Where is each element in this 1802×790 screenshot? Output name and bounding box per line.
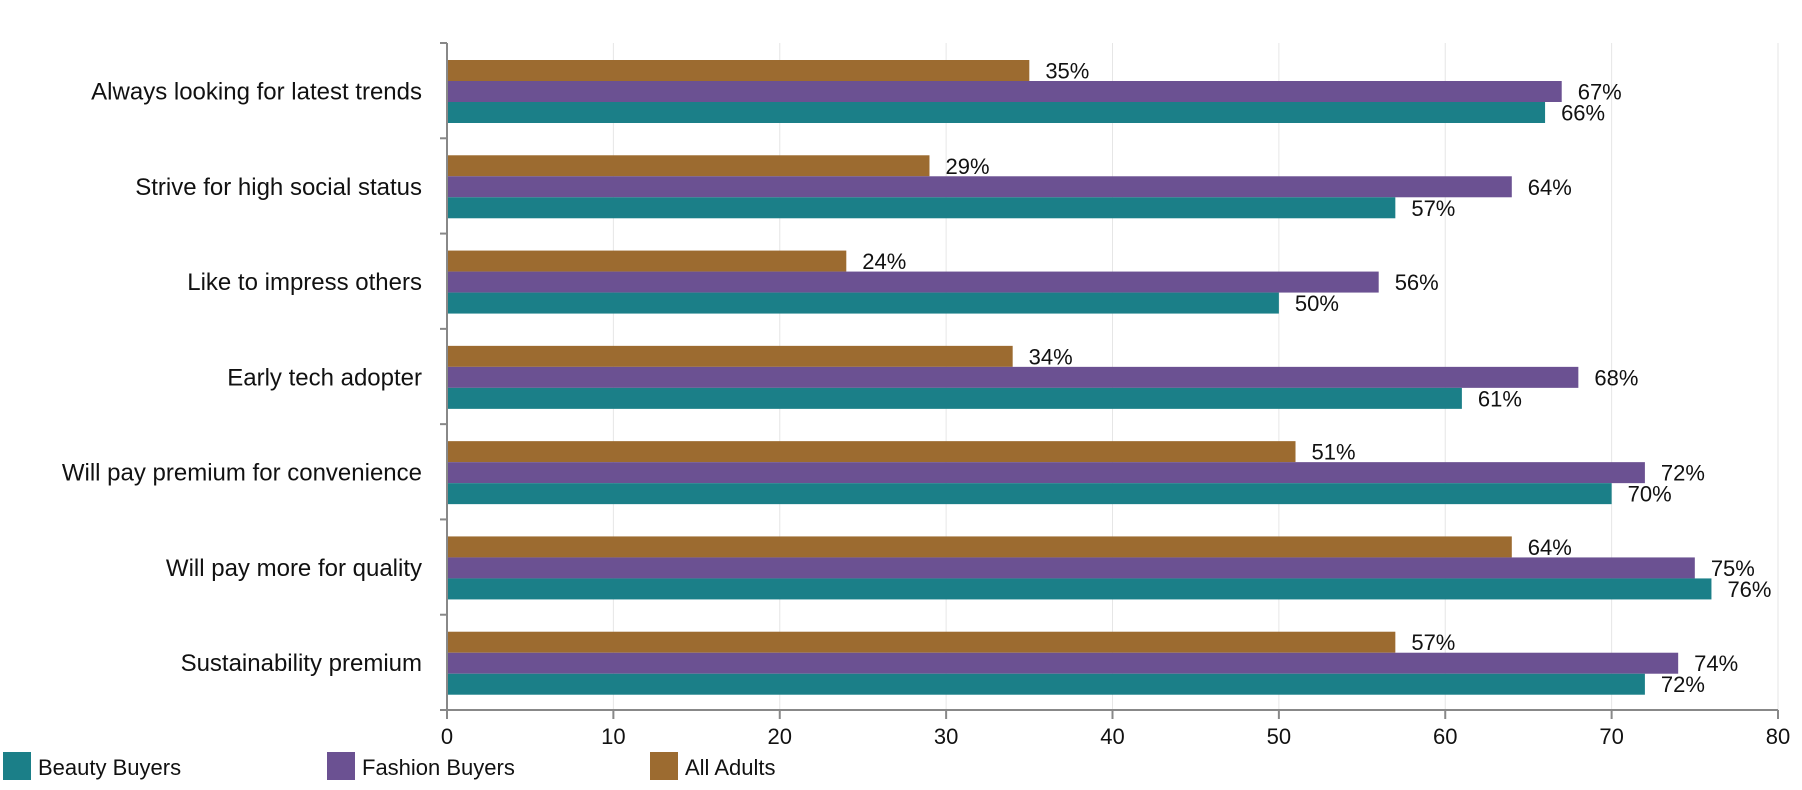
bar-fashion-buyers-early-tech-adopter — [448, 366, 1579, 388]
bar-all-adults-sustainability-premium — [448, 631, 1396, 653]
data-label-beauty-buyers-like-to-impress-others: 50% — [1295, 291, 1339, 316]
data-label-fashion-buyers-sustainability-premium: 74% — [1694, 651, 1738, 676]
data-label-fashion-buyers-always-looking-for-latest-trends: 67% — [1578, 80, 1622, 105]
category-label-always-looking-for-latest-trends: Always looking for latest trends — [91, 79, 422, 106]
legend-item-fashion-buyers[interactable]: Fashion Buyers — [327, 752, 515, 780]
data-label-fashion-buyers-will-pay-more-for-quality: 75% — [1711, 556, 1755, 581]
legend-swatch-all-adults — [650, 752, 678, 780]
data-label-all-adults-always-looking-for-latest-trends: 35% — [1045, 59, 1089, 84]
bar-fashion-buyers-will-pay-more-for-quality — [448, 557, 1695, 579]
bar-beauty-buyers-strive-for-high-social-status — [448, 197, 1396, 219]
category-label-will-pay-more-for-quality: Will pay more for quality — [166, 555, 422, 582]
axes: 0 10 20 30 40 50 60 70 80 Always looking for late… — [62, 42, 1790, 749]
bar-all-adults-strive-for-high-social-status — [448, 155, 930, 177]
bar-all-adults-early-tech-adopter — [448, 345, 1013, 367]
x-tick-label-10: 10 — [601, 724, 625, 749]
bar-fashion-buyers-like-to-impress-others — [448, 271, 1379, 293]
bar-fashion-buyers-always-looking-for-latest-trends — [448, 81, 1562, 102]
legend[interactable]: Beauty Buyers Fashion Buyers All Adults — [3, 752, 776, 780]
x-tick-label-60: 60 — [1433, 724, 1457, 749]
x-tick-label-30: 30 — [934, 724, 958, 749]
x-tick-label-70: 70 — [1599, 724, 1623, 749]
data-label-all-adults-early-tech-adopter: 34% — [1029, 344, 1073, 369]
bar-all-adults-like-to-impress-others — [448, 250, 847, 272]
data-label-all-adults-like-to-impress-others: 24% — [862, 249, 906, 274]
data-label-beauty-buyers-early-tech-adopter: 61% — [1478, 386, 1522, 411]
legend-swatch-fashion-buyers — [327, 752, 355, 780]
bar-beauty-buyers-will-pay-premium-for-convenience — [448, 483, 1612, 505]
bar-beauty-buyers-will-pay-more-for-quality — [448, 578, 1712, 600]
data-label-fashion-buyers-will-pay-premium-for-convenience: 72% — [1661, 461, 1705, 486]
data-label-all-adults-will-pay-premium-for-convenience: 51% — [1312, 440, 1356, 465]
legend-label-beauty-buyers: Beauty Buyers — [38, 755, 181, 780]
bar-fashion-buyers-sustainability-premium — [448, 652, 1679, 674]
x-tick-label-80: 80 — [1766, 724, 1790, 749]
data-label-beauty-buyers-always-looking-for-latest-trends: 66% — [1561, 101, 1605, 126]
legend-label-fashion-buyers: Fashion Buyers — [362, 755, 515, 780]
data-labels: 35% 67%66% 29% 64% 57% 24% 56% 50% 34% 68% 61% 51% 7… — [862, 59, 1771, 698]
x-tick-label-0: 0 — [441, 724, 453, 749]
bar-all-adults-always-looking-for-latest-trends — [448, 60, 1030, 81]
data-label-beauty-buyers-strive-for-high-social-status: 57% — [1411, 196, 1455, 221]
legend-swatch-beauty-buyers — [3, 752, 31, 780]
bar-beauty-buyers-like-to-impress-others — [448, 292, 1279, 314]
x-tick-label-50: 50 — [1267, 724, 1291, 749]
bar-fashion-buyers-strive-for-high-social-status — [448, 176, 1512, 198]
data-label-all-adults-will-pay-more-for-quality: 64% — [1528, 535, 1572, 560]
data-label-beauty-buyers-will-pay-more-for-quality: 76% — [1727, 577, 1771, 602]
x-tick-label-20: 20 — [768, 724, 792, 749]
category-label-like-to-impress-others: Like to impress others — [187, 269, 422, 296]
category-label-will-pay-premium-for-convenience: Will pay premium for convenience — [62, 460, 422, 487]
category-label-early-tech-adopter: Early tech adopter — [227, 364, 422, 391]
category-label-strive-for-high-social-status: Strive for high social status — [135, 174, 422, 201]
bar-beauty-buyers-always-looking-for-latest-trends — [448, 102, 1546, 123]
bar-fashion-buyers-will-pay-premium-for-convenience — [448, 462, 1645, 484]
data-label-all-adults-strive-for-high-social-status: 29% — [945, 154, 989, 179]
data-label-fashion-buyers-like-to-impress-others: 56% — [1395, 270, 1439, 295]
legend-item-beauty-buyers[interactable]: Beauty Buyers — [3, 752, 181, 780]
bar-beauty-buyers-early-tech-adopter — [448, 387, 1462, 409]
bar-all-adults-will-pay-premium-for-convenience — [448, 441, 1296, 463]
data-label-fashion-buyers-early-tech-adopter: 68% — [1594, 365, 1638, 390]
x-tick-label-40: 40 — [1100, 724, 1124, 749]
category-label-sustainability-premium: Sustainability premium — [181, 650, 422, 677]
bar-all-adults-will-pay-more-for-quality — [448, 536, 1512, 558]
legend-label-all-adults: All Adults — [685, 755, 776, 780]
data-label-beauty-buyers-sustainability-premium: 72% — [1661, 672, 1705, 697]
data-label-beauty-buyers-will-pay-premium-for-convenience: 70% — [1628, 482, 1672, 507]
bars — [448, 60, 1712, 695]
data-label-all-adults-sustainability-premium: 57% — [1411, 630, 1455, 655]
data-label-fashion-buyers-strive-for-high-social-status: 64% — [1528, 175, 1572, 200]
legend-item-all-adults[interactable]: All Adults — [650, 752, 776, 780]
bar-beauty-buyers-sustainability-premium — [448, 673, 1645, 695]
